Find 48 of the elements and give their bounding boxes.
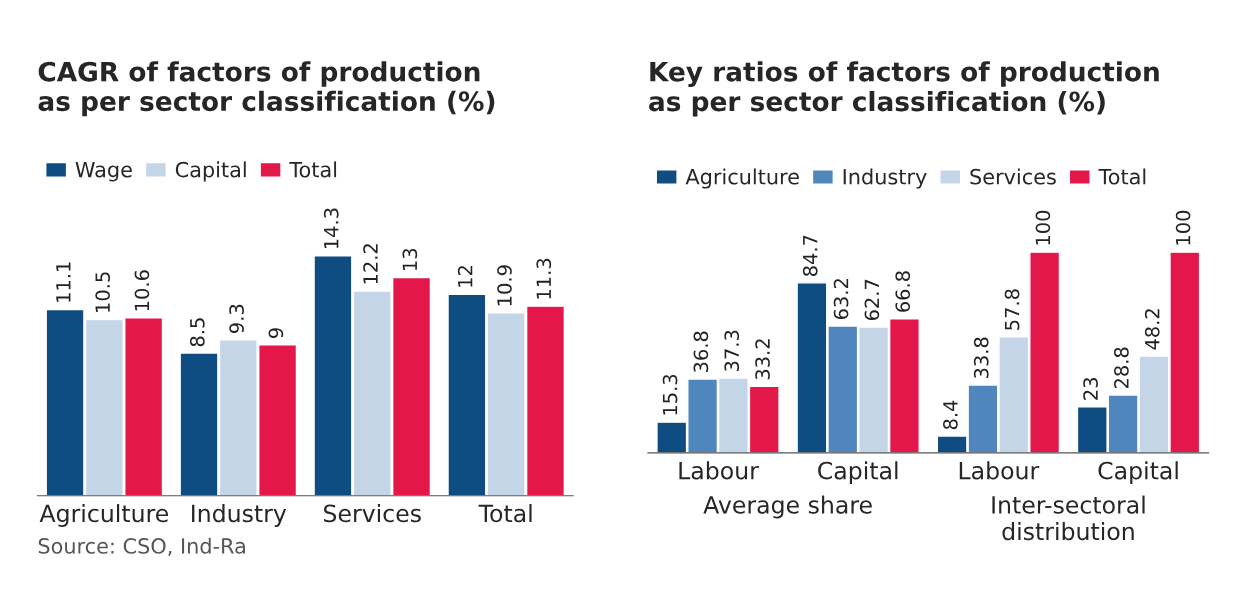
data-label: 8.4 (943, 400, 958, 430)
data-label: 10.9 (497, 265, 512, 306)
data-label: 36.8 (693, 331, 709, 372)
legend-label: Services (970, 168, 1056, 185)
x-tick-label: Total (478, 504, 532, 523)
data-label: 10.5 (95, 272, 110, 312)
data-label: 9 (268, 328, 284, 338)
legend-label: Capital (175, 161, 246, 182)
data-label: 48.2 (1144, 309, 1160, 350)
data-label: 33.8 (973, 337, 989, 378)
data-label: 33.2 (755, 339, 770, 380)
x-tick-label: Labour (959, 461, 1040, 480)
data-label: 57.8 (1004, 289, 1020, 330)
data-label: 15.3 (662, 374, 678, 415)
legend-label: Industry (843, 168, 927, 189)
source-note: Source: CSO, Ind-Ra (38, 537, 245, 556)
data-label: 8.5 (189, 318, 205, 347)
data-label: 13 (402, 248, 418, 270)
data-label: 12 (457, 266, 473, 287)
data-label: 100 (1035, 210, 1051, 245)
text: Average share (703, 495, 872, 519)
data-label: 28.8 (1114, 347, 1129, 389)
legend-label: Agriculture (685, 168, 799, 189)
data-label: 84.7 (802, 235, 818, 276)
data-label: 14.3 (323, 208, 339, 249)
x-tick-label: Capital (1098, 461, 1178, 485)
data-label: 12.2 (363, 244, 378, 284)
data-label: 63.2 (833, 279, 849, 320)
data-label: 10.6 (134, 270, 150, 311)
legend-label: Total (289, 161, 337, 178)
data-label: 37.3 (724, 330, 740, 371)
data-label: 11.3 (536, 258, 552, 299)
chart-title: Key ratios of factors of production as per sector classification (%) (649, 61, 1159, 117)
x-tick-label: Labour (679, 461, 759, 480)
text: Inter-sectoral distribution (992, 495, 1145, 541)
data-label: 62.7 (864, 279, 880, 321)
data-label: 23 (1083, 377, 1098, 400)
legend-label: Total (1098, 168, 1146, 185)
chart-title: CAGR of factors of production as per sector classification (%) (38, 61, 495, 117)
data-label: 100 (1175, 210, 1191, 245)
data-label: 66.8 (895, 271, 911, 312)
x-tick-label: Industry (192, 504, 287, 527)
x-tick-label: Capital (818, 461, 898, 485)
legend-label: Wage (75, 161, 132, 182)
data-label: 11.1 (56, 262, 71, 302)
data-label: 9.3 (229, 304, 244, 333)
x-tick-label: Services (324, 504, 421, 523)
x-tick-label: Agriculture (39, 504, 169, 527)
